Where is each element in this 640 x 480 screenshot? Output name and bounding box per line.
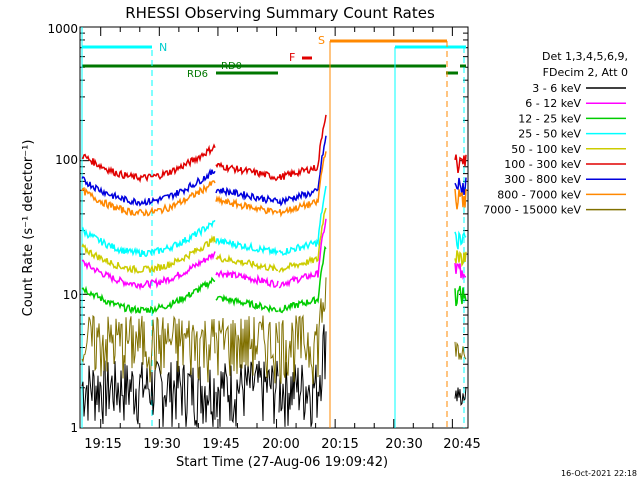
legend-label: 100 - 300 keV <box>504 158 581 171</box>
series-line <box>278 114 327 181</box>
y-tick-label-10: 10 <box>63 288 78 302</box>
x-tick-label-1915: 19:15 <box>84 437 121 452</box>
chart-title: RHESSI Observing Summary Count Rates <box>125 4 435 22</box>
legend-label: 7000 - 15000 keV <box>483 204 581 217</box>
annotation-F: F <box>289 51 295 64</box>
legend-label: 800 - 7000 keV <box>497 188 581 201</box>
x-tick-label-2045: 20:45 <box>443 437 480 452</box>
series-line <box>454 188 467 210</box>
series-line <box>454 285 467 307</box>
series-line <box>81 180 216 217</box>
series-line <box>215 195 279 216</box>
legend-label: 6 - 12 keV <box>525 97 581 110</box>
series-line <box>278 185 327 256</box>
x-tick-label-1930: 19:30 <box>143 437 180 452</box>
series-line <box>215 253 279 272</box>
series-line <box>81 143 216 184</box>
series-line <box>454 262 466 280</box>
series-line <box>454 230 467 250</box>
legend-label: 300 - 800 keV <box>504 173 581 186</box>
footer-timestamp: 16-Oct-2021 22:18 <box>561 469 637 478</box>
series-line <box>81 219 216 258</box>
series-line <box>81 314 216 383</box>
x-axis-label: Start Time (27-Aug-06 19:09:42) <box>176 455 388 470</box>
series-line <box>278 218 327 289</box>
series-line <box>215 293 279 314</box>
x-tick-label-2030: 20:30 <box>385 437 422 452</box>
series-line <box>278 245 327 314</box>
x-tick-label-2015: 20:15 <box>321 437 358 452</box>
series-line <box>215 186 279 205</box>
annotation-S: S <box>318 34 325 47</box>
series-line <box>454 177 467 196</box>
series-line <box>81 276 216 315</box>
series-line <box>215 315 279 384</box>
x-tick-label-1945: 19:45 <box>202 437 239 452</box>
legend-header-line-1: Det 1,3,4,5,6,9, <box>542 50 628 63</box>
y-tick-label-1: 1 <box>70 421 78 435</box>
series-line <box>215 237 279 257</box>
series-line <box>278 151 327 218</box>
legend-label: 3 - 6 keV <box>532 82 581 95</box>
annotation-N: N <box>159 41 167 54</box>
series-line <box>454 250 467 268</box>
legend-label: 25 - 50 keV <box>518 128 581 141</box>
series-line <box>278 135 327 207</box>
series-line <box>215 269 279 288</box>
series-line <box>454 386 467 406</box>
series-line <box>81 168 216 207</box>
legend-header-line-2: FDecim 2, Att 0 <box>543 66 628 79</box>
legend-label: 50 - 100 keV <box>511 143 581 156</box>
plot-frame <box>79 26 469 429</box>
annotation-RD6: RD6 <box>187 69 208 80</box>
series-line <box>81 360 216 427</box>
series-line <box>278 277 327 385</box>
series-line <box>278 324 327 427</box>
y-tick-label-100: 100 <box>55 153 78 167</box>
y-axis-label: Count Rate (s⁻¹ detector⁻¹) <box>21 140 36 317</box>
x-tick-label-2000: 20:00 <box>262 437 299 452</box>
series-line <box>278 207 327 274</box>
y-tick-label-1000: 1000 <box>47 22 78 36</box>
series-line <box>81 234 216 275</box>
series-line <box>454 341 467 360</box>
series-line <box>81 251 216 291</box>
series-line <box>215 360 279 427</box>
series-line <box>215 161 279 182</box>
legend-label: 12 - 25 keV <box>518 112 581 125</box>
series-line <box>454 154 467 174</box>
